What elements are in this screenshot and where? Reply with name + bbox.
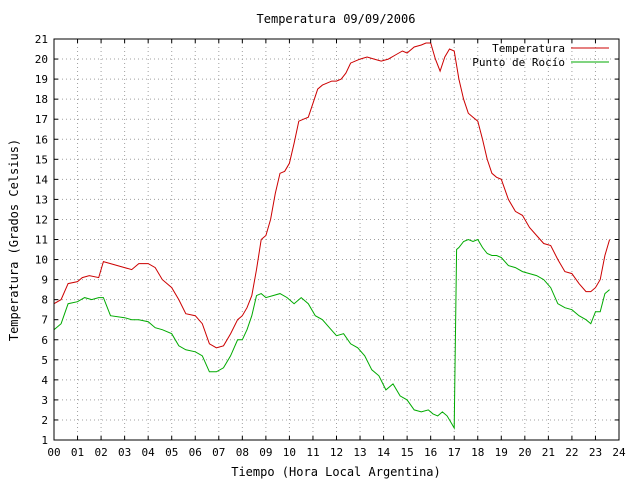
axis-ticks: 00 01 02 03 04 05 06 07 08 09 10 11 12 13 14 15 16 17 18 19… [35,33,626,459]
y-tick-label: 11 [35,234,48,247]
legend-label-2: Punto de Rocío [472,56,565,69]
y-tick-label: 10 [35,254,48,267]
x-tick-label: 11 [306,446,319,459]
y-tick-label: 2 [41,414,48,427]
y-tick-label: 19 [35,73,48,86]
x-tick-label: 00 [47,446,60,459]
x-tick-label: 04 [142,446,156,459]
x-tick-label: 06 [189,446,202,459]
x-tick-label: 02 [94,446,107,459]
y-axis-label: Temperatura (Grados Celsius) [7,139,21,341]
x-tick-label: 13 [353,446,366,459]
y-tick-label: 5 [41,354,48,367]
x-tick-label: 12 [330,446,343,459]
y-tick-label: 4 [41,374,48,387]
x-tick-label: 19 [495,446,508,459]
x-tick-label: 20 [518,446,531,459]
y-tick-label: 7 [41,314,48,327]
x-tick-label: 24 [612,446,626,459]
x-tick-label: 15 [401,446,414,459]
y-tick-label: 12 [35,213,48,226]
series-line-2 [53,238,610,430]
x-tick-label: 17 [448,446,461,459]
x-tick-label: 16 [424,446,437,459]
x-axis-label: Tiempo (Hora Local Argentina) [231,465,441,479]
y-tick-label: 21 [35,33,48,46]
y-tick-label: 18 [35,93,48,106]
x-tick-label: 09 [259,446,272,459]
x-tick-label: 14 [377,446,391,459]
x-tick-label: 08 [236,446,249,459]
x-tick-label: 22 [565,446,578,459]
y-tick-label: 9 [41,274,48,287]
legend-label-1: Temperatura [492,42,565,55]
series-lines [53,42,611,430]
y-tick-label: 13 [35,193,48,206]
y-tick-label: 1 [41,434,48,447]
y-tick-label: 20 [35,53,48,66]
x-tick-label: 18 [471,446,484,459]
x-tick-label: 21 [542,446,555,459]
y-tick-label: 8 [41,294,48,307]
y-tick-label: 17 [35,113,48,126]
x-tick-label: 23 [589,446,602,459]
y-tick-label: 6 [41,334,48,347]
chart-title: Temperatura 09/09/2006 [257,12,416,26]
series-line-1 [53,42,611,349]
y-tick-label: 3 [41,394,48,407]
x-tick-label: 03 [118,446,131,459]
x-tick-label: 05 [165,446,178,459]
x-tick-label: 07 [212,446,225,459]
x-tick-label: 10 [283,446,296,459]
y-tick-label: 14 [35,173,49,186]
y-tick-label: 15 [35,153,48,166]
grid-lines [54,39,619,440]
y-tick-label: 16 [35,133,48,146]
x-tick-label: 01 [71,446,84,459]
